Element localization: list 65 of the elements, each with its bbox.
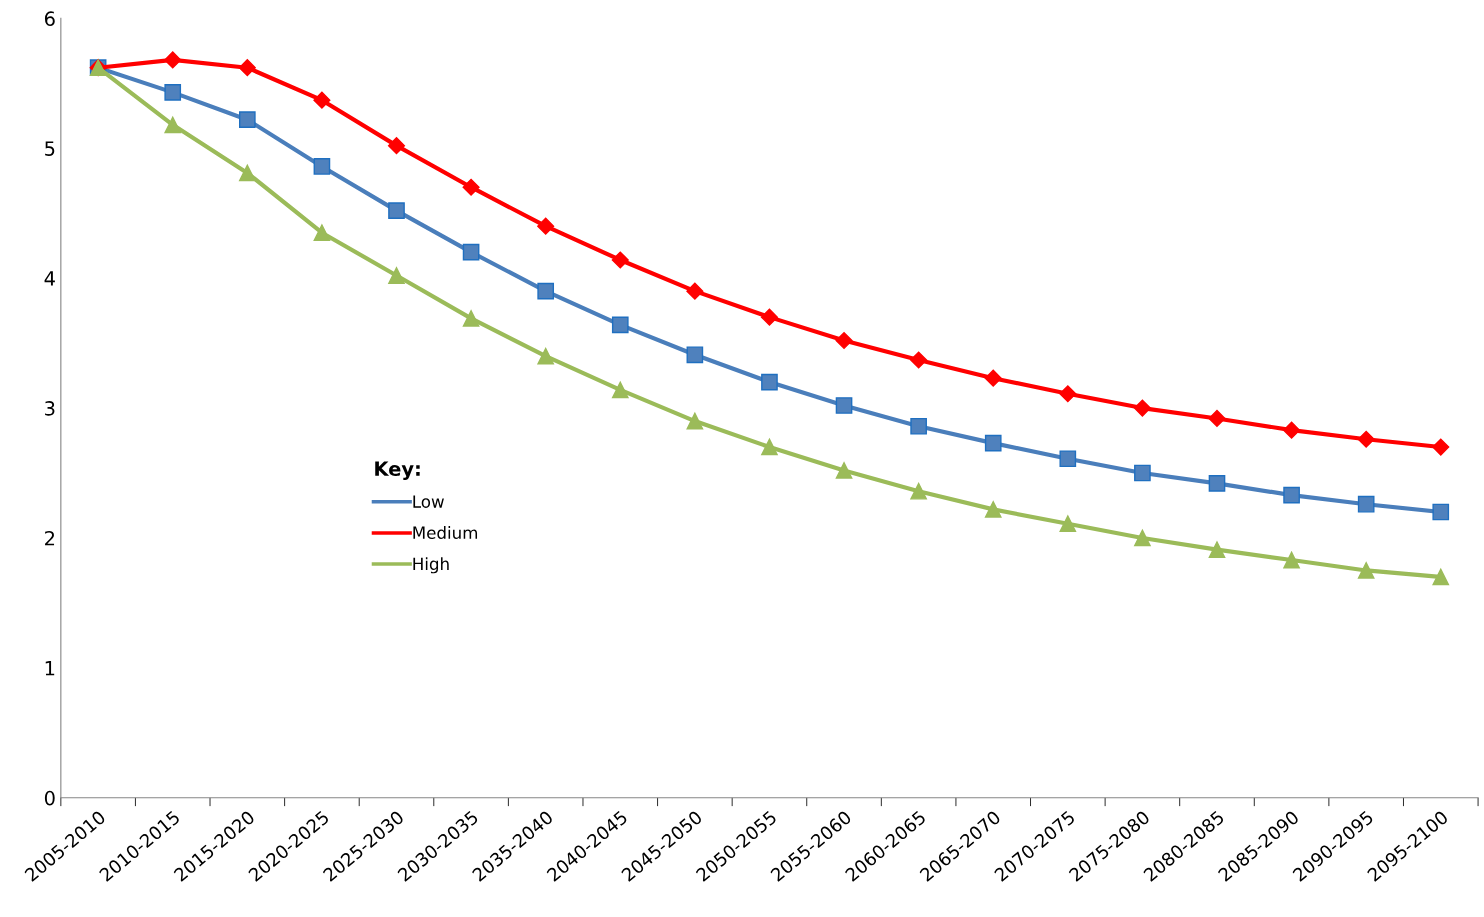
y-tick-label: 1 (45, 661, 55, 676)
point (1133, 399, 1151, 417)
point (1059, 450, 1077, 468)
point (686, 282, 704, 300)
y-tick-label: 0 (44, 790, 55, 806)
point (984, 501, 1002, 518)
point (1134, 529, 1151, 547)
point (1208, 475, 1226, 492)
point (760, 308, 779, 326)
point (1283, 551, 1300, 569)
point (462, 243, 480, 261)
legend-label: Medium (413, 526, 478, 540)
point (1432, 438, 1450, 456)
point (164, 116, 182, 134)
point (238, 164, 256, 182)
point (611, 381, 629, 399)
point (462, 178, 480, 196)
point (462, 310, 480, 327)
point (686, 412, 704, 430)
point (1432, 568, 1450, 586)
point (313, 158, 331, 175)
point (164, 84, 182, 101)
point (1134, 464, 1151, 482)
point (1357, 495, 1375, 513)
point (910, 482, 927, 500)
point (910, 351, 928, 369)
point (1357, 562, 1375, 579)
point (1283, 486, 1300, 504)
point (686, 346, 704, 364)
legend-title: Key: (375, 461, 420, 480)
point (537, 217, 555, 235)
point (761, 373, 778, 391)
point (1208, 409, 1226, 428)
point (910, 417, 927, 435)
legend-label: Low (413, 495, 444, 508)
point (1059, 515, 1077, 533)
point (835, 331, 853, 350)
y-tick-label: 3 (45, 401, 55, 416)
point (1283, 421, 1301, 439)
y-tick-label: 2 (45, 530, 55, 546)
point (984, 434, 1002, 452)
point (984, 369, 1002, 387)
point (1059, 385, 1077, 403)
y-tick-label: 6 (44, 11, 55, 26)
point (238, 111, 256, 129)
point (537, 347, 555, 365)
point (537, 282, 555, 300)
point (835, 397, 853, 414)
point (1357, 430, 1375, 448)
point (611, 251, 629, 269)
point (761, 438, 778, 456)
legend-label: High (413, 557, 449, 574)
point (164, 51, 182, 69)
y-tick-label: 4 (44, 271, 55, 286)
point (835, 462, 853, 479)
y-tick-label: 5 (45, 141, 55, 156)
point (1432, 503, 1450, 521)
point (387, 137, 406, 155)
point (388, 267, 405, 284)
point (313, 91, 331, 109)
point (388, 202, 405, 219)
point (1208, 541, 1226, 558)
point (313, 224, 331, 242)
point (611, 316, 629, 334)
point (238, 59, 256, 77)
